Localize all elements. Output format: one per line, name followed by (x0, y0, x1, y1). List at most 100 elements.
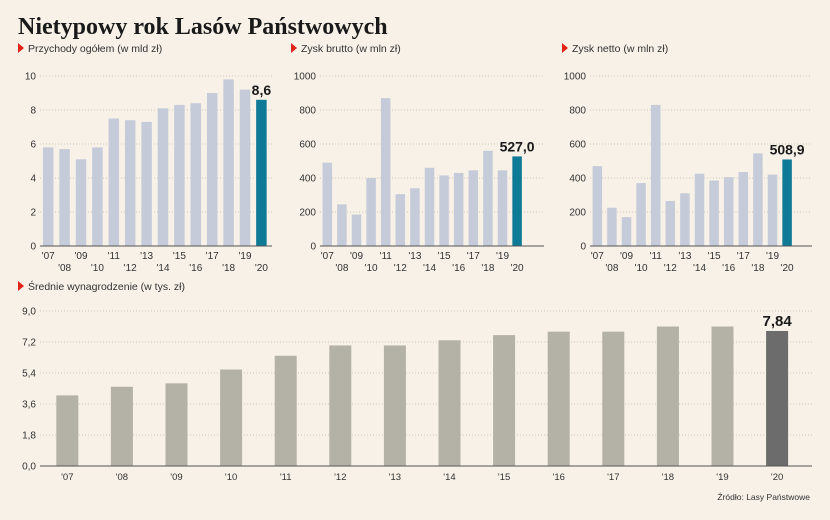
x-tick-label: '13 (408, 251, 421, 262)
x-tick-label: '17 (737, 251, 750, 262)
bar (380, 98, 391, 246)
bar (223, 79, 234, 247)
bar (438, 340, 461, 466)
bar (124, 120, 136, 246)
page-title: Nietypowy rok Lasów Państwowych (18, 14, 388, 40)
x-tick-label: '10 (91, 263, 104, 274)
x-tick-label: '18 (662, 472, 674, 483)
y-tick-label: 800 (299, 106, 316, 117)
bar (383, 345, 406, 466)
x-tick-label: '19 (238, 251, 251, 262)
y-tick-label: 0 (580, 242, 586, 253)
bar (59, 149, 70, 246)
x-tick-label: '09 (350, 251, 363, 262)
x-tick-label: '19 (716, 472, 728, 483)
x-tick-label: '09 (620, 251, 633, 262)
x-tick-label: '15 (173, 251, 186, 262)
bar (656, 326, 679, 466)
x-tick-label: '09 (170, 472, 182, 483)
x-tick-label: '10 (365, 263, 378, 274)
y-tick-label: 200 (299, 208, 316, 219)
bar (453, 172, 464, 246)
x-tick-label: '16 (553, 472, 565, 483)
y-tick-label: 800 (569, 106, 586, 117)
x-tick-label: '14 (423, 263, 436, 274)
bar (711, 326, 734, 466)
data-label: 508,9 (770, 141, 805, 157)
x-tick-label: '12 (334, 472, 346, 483)
y-tick-label: 9,0 (22, 307, 36, 318)
y-tick-label: 0 (30, 242, 36, 253)
bar (547, 331, 570, 466)
bar (621, 217, 632, 246)
x-tick-label: '13 (140, 251, 153, 262)
bar (424, 167, 435, 246)
bar (602, 331, 625, 466)
data-label: 7,84 (762, 313, 792, 330)
x-tick-label: '10 (225, 472, 237, 483)
y-tick-label: 1000 (564, 72, 587, 83)
x-tick-label: '12 (394, 263, 407, 274)
x-tick-label: '07 (42, 251, 55, 262)
bar (592, 166, 603, 246)
x-tick-label: '14 (693, 263, 706, 274)
y-tick-label: 400 (299, 174, 316, 185)
bar (141, 121, 152, 246)
bar (108, 118, 120, 246)
y-tick-label: 200 (569, 208, 586, 219)
bar (483, 150, 493, 246)
bar (56, 395, 79, 466)
x-tick-label: '08 (116, 472, 128, 483)
bar (493, 335, 516, 466)
y-tick-label: 0,0 (22, 462, 36, 473)
x-tick-label: '18 (751, 263, 764, 274)
bar (694, 173, 705, 246)
bar (256, 99, 267, 246)
bar (157, 108, 169, 246)
bar (410, 188, 420, 246)
x-tick-label: '15 (438, 251, 451, 262)
y-tick-label: 4 (30, 174, 36, 185)
chart-subtitle: Zysk netto (w mln zł) (572, 43, 668, 55)
x-tick-label: '08 (335, 263, 348, 274)
y-tick-label: 8 (30, 106, 36, 117)
y-tick-label: 600 (569, 140, 586, 151)
bar (439, 175, 449, 246)
data-label: 527,0 (500, 138, 535, 154)
y-tick-label: 10 (25, 72, 37, 83)
chart-subtitle: Zysk brutto (w mln zł) (301, 43, 401, 55)
x-tick-label: '11 (280, 472, 292, 483)
x-tick-label: '11 (380, 251, 393, 262)
bar (680, 193, 690, 246)
bar (329, 345, 352, 466)
bar (665, 200, 676, 246)
y-tick-label: 5,4 (22, 369, 36, 380)
x-tick-label: '17 (206, 251, 219, 262)
subtitle-marker-icon (562, 43, 568, 53)
x-tick-label: '16 (452, 263, 465, 274)
x-tick-label: '07 (61, 472, 73, 483)
bar (206, 93, 218, 246)
bar (92, 147, 103, 246)
bar (322, 162, 333, 246)
bar (174, 104, 185, 247)
bar (782, 159, 792, 246)
x-tick-label: '13 (389, 472, 401, 483)
bar (738, 172, 749, 246)
chart-subtitle: Przychody ogółem (w mld zł) (28, 43, 162, 55)
chart-subtitle: Średnie wynagrodzenie (w tys. zł) (28, 280, 185, 293)
bar (42, 147, 54, 246)
x-tick-label: '20 (255, 263, 268, 274)
x-tick-label: '17 (467, 251, 480, 262)
y-tick-label: 1,8 (22, 431, 36, 442)
x-tick-label: '12 (124, 263, 137, 274)
x-tick-label: '10 (635, 263, 648, 274)
x-tick-label: '16 (189, 263, 202, 274)
x-tick-label: '08 (58, 263, 71, 274)
bar (190, 103, 202, 246)
subtitle-marker-icon (291, 43, 297, 53)
x-tick-label: '11 (650, 251, 663, 262)
x-tick-label: '17 (607, 472, 619, 483)
x-tick-label: '20 (771, 472, 783, 483)
source-note: Źródło: Lasy Państwowe (717, 492, 810, 502)
